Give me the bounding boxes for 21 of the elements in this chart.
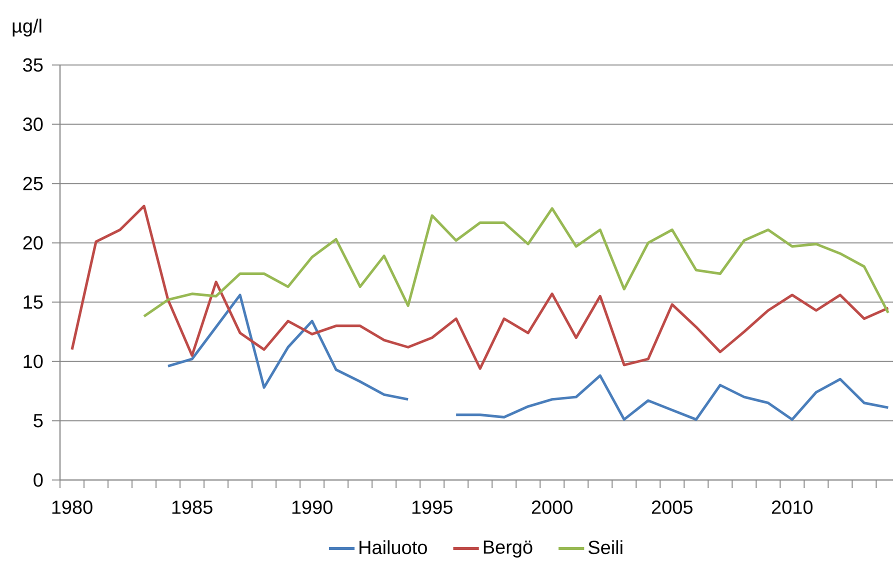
x-tick-label: 1985 [172,500,212,514]
y-tick-label: 30 [23,118,43,132]
x-tick-label: 1990 [292,500,332,514]
x-tick-label: 2010 [772,500,813,514]
line-series [70,204,890,370]
legend-label: Bergö [484,540,532,558]
y-tick-label: 5 [34,414,43,428]
y-tick-label: 15 [24,296,43,309]
y-tick-label: 25 [23,176,43,190]
x-tick-label: 2005 [652,500,692,514]
x-tick-label: 2000 [532,500,572,514]
y-tick-label: 20 [23,236,43,250]
x-tick-label: 1980 [52,500,92,514]
y-tick-label: 35 [23,58,43,72]
y-tick-label: 0 [34,473,43,487]
legend-label: Seili [588,540,622,554]
line-series [142,207,890,318]
legend-label: Hailuoto [360,540,427,554]
y-axis-title: µg/l [12,18,42,36]
y-tick-label: 10 [24,354,43,368]
x-tick-label: 1995 [412,500,452,514]
